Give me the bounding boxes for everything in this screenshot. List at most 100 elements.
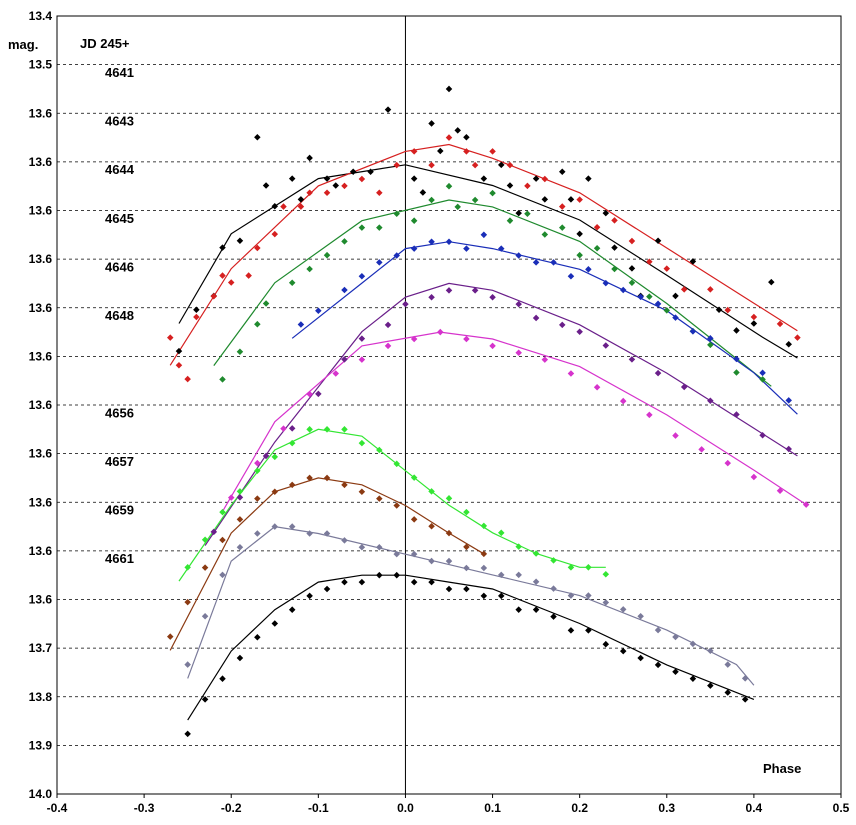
data-point-4656 <box>463 508 470 516</box>
data-point-4641 <box>463 133 470 141</box>
data-point-4656 <box>323 426 331 433</box>
data-point-4661 <box>602 640 610 648</box>
data-point-4659 <box>498 571 505 579</box>
data-point-4643 <box>506 161 514 169</box>
data-point-4643 <box>680 286 688 293</box>
data-point-4646 <box>288 425 296 432</box>
data-point-4641 <box>419 189 427 196</box>
data-point-4661 <box>672 668 679 676</box>
y-tick-label: 13.9 <box>29 738 53 752</box>
x-tick-labels: -0.4 -0.3 -0.2 -0.1 0.0 0.1 0.2 0.3 0.4 0.5 <box>47 794 850 815</box>
data-point-4659 <box>393 550 400 558</box>
data-point-4648 <box>541 356 549 363</box>
data-point-4648 <box>672 432 679 439</box>
data-point-4659 <box>358 544 366 551</box>
data-point-4645 <box>585 266 592 273</box>
data-point-4645 <box>315 307 322 314</box>
data-point-4661 <box>288 606 296 613</box>
data-point-4641 <box>437 147 444 155</box>
data-point-4641 <box>454 127 461 134</box>
data-point-4644 <box>445 182 453 190</box>
data-point-4659 <box>707 647 714 655</box>
data-point-4656 <box>515 543 522 550</box>
data-point-4643 <box>541 175 549 183</box>
data-point-4644 <box>471 196 479 204</box>
data-point-4644 <box>611 265 618 273</box>
data-point-4645 <box>672 314 679 321</box>
data-point-4641 <box>367 168 374 175</box>
y-tick-label: 13.6 <box>29 544 53 558</box>
data-point-4656 <box>306 426 313 433</box>
data-point-4659 <box>445 557 453 565</box>
data-point-4643 <box>219 272 226 279</box>
data-point-4645 <box>759 369 766 377</box>
data-point-4641 <box>349 168 357 175</box>
y-tick-label: 13.6 <box>29 349 53 363</box>
data-point-4644 <box>593 245 601 252</box>
data-point-4648 <box>750 473 758 481</box>
data-point-4645 <box>498 245 505 252</box>
data-point-4657 <box>323 474 331 482</box>
data-point-4645 <box>393 252 400 259</box>
data-point-4661 <box>463 585 470 593</box>
data-point-4644 <box>628 279 636 287</box>
data-point-4641 <box>506 182 514 189</box>
data-point-4656 <box>428 488 435 495</box>
data-point-4646 <box>733 411 740 418</box>
data-point-4643 <box>750 313 758 321</box>
data-point-4661 <box>219 675 226 682</box>
data-point-4657 <box>463 543 470 551</box>
y-tick-label: 14.0 <box>29 787 53 801</box>
series-label-4656: 4656 <box>105 405 134 420</box>
data-point-4641 <box>515 209 522 217</box>
data-point-4643 <box>776 320 784 328</box>
data-point-4641 <box>262 182 270 189</box>
data-point-4644 <box>376 224 383 231</box>
data-point-4643 <box>271 230 279 238</box>
data-point-4641 <box>689 258 697 265</box>
data-point-4643 <box>175 362 183 369</box>
data-point-4661 <box>271 620 279 627</box>
data-point-4648 <box>567 370 575 377</box>
data-point-4641 <box>219 244 226 251</box>
data-point-4648 <box>802 501 810 508</box>
data-point-4644 <box>288 279 296 287</box>
y-tick-label: 13.6 <box>29 155 53 169</box>
data-point-4646 <box>471 287 479 294</box>
data-point-4661 <box>741 696 749 703</box>
data-point-4644 <box>541 231 549 238</box>
data-point-4646 <box>236 494 244 501</box>
data-point-4645 <box>376 259 383 266</box>
data-point-4643 <box>628 237 636 245</box>
data-point-4645 <box>410 245 418 252</box>
data-point-4659 <box>550 585 557 592</box>
data-point-4643 <box>445 134 453 141</box>
data-point-4648 <box>384 342 392 350</box>
x-tick-label: 0.0 <box>397 801 414 815</box>
data-point-4644 <box>262 300 270 307</box>
data-point-4661 <box>532 606 540 613</box>
data-point-4645 <box>515 252 522 259</box>
data-point-4644 <box>506 217 514 224</box>
data-point-4661 <box>724 689 732 696</box>
data-point-4648 <box>254 459 261 467</box>
data-point-4661 <box>567 627 575 634</box>
data-point-4643 <box>210 293 218 300</box>
data-point-4643 <box>323 189 331 197</box>
x-tick-label: 0.4 <box>746 801 763 815</box>
data-point-4648 <box>698 446 705 453</box>
data-point-4659 <box>532 578 540 586</box>
data-point-4641 <box>628 265 636 272</box>
data-point-4646 <box>262 452 270 460</box>
data-point-4661 <box>428 578 435 586</box>
data-point-4659 <box>428 557 435 565</box>
data-point-4656 <box>376 446 383 454</box>
data-point-4656 <box>498 529 505 537</box>
data-point-4644 <box>341 238 348 245</box>
data-point-4661 <box>654 661 662 669</box>
data-point-4641 <box>480 175 488 182</box>
series-label-4657: 4657 <box>105 454 134 469</box>
data-point-4657 <box>393 502 400 509</box>
data-point-4661 <box>376 571 383 579</box>
data-point-4645 <box>428 238 435 245</box>
